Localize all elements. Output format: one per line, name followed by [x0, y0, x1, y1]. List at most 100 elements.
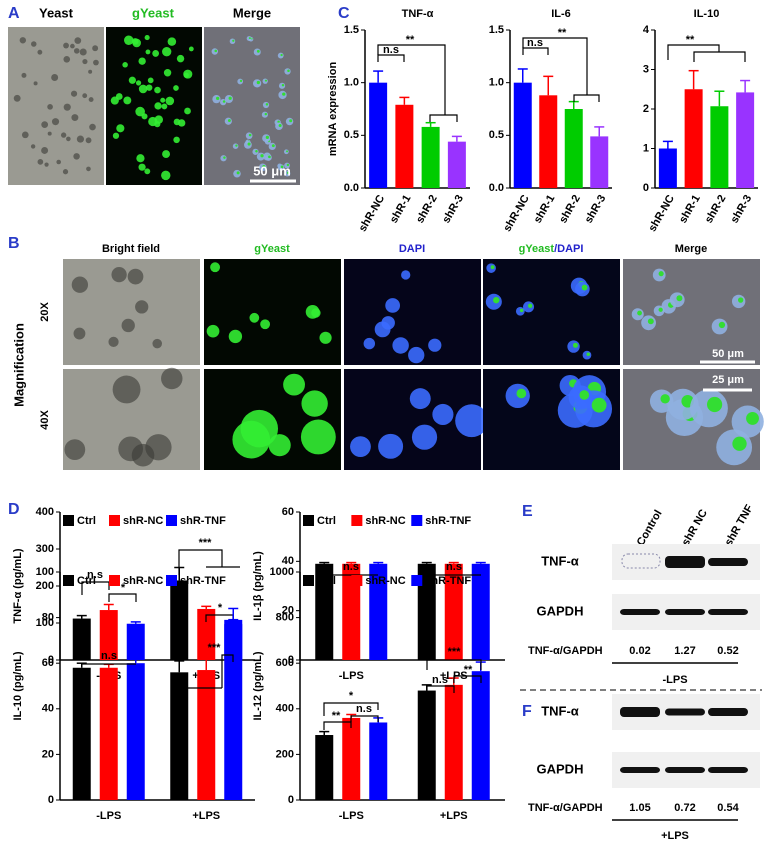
bar	[126, 663, 145, 800]
cell	[41, 121, 49, 128]
legend-swatch	[351, 575, 363, 586]
y-tick-label: 0.5	[344, 129, 359, 141]
legend-swatch	[63, 515, 74, 526]
x-tick-label: -LPS	[96, 810, 121, 822]
legend-swatch	[411, 515, 423, 526]
legend-label: shR-TNF	[180, 575, 226, 587]
bar	[315, 563, 334, 660]
cell	[82, 93, 88, 99]
cell	[141, 113, 148, 120]
cell	[287, 171, 290, 175]
x-tick-label: shR-3	[440, 193, 466, 225]
cell	[283, 373, 305, 396]
bracket	[179, 654, 234, 689]
bar	[197, 670, 216, 800]
annotation: *	[218, 602, 223, 614]
y-tick-label: 100	[36, 566, 54, 578]
bar	[369, 722, 388, 800]
bar	[471, 671, 490, 800]
cell	[579, 390, 590, 400]
legend-label: shR-TNF	[425, 515, 471, 527]
bracket	[426, 659, 482, 670]
cell	[73, 327, 86, 340]
annotation: n.s	[527, 37, 543, 49]
label: shR NC	[680, 508, 710, 548]
cell	[13, 94, 21, 102]
cell	[256, 80, 261, 85]
cell	[490, 265, 495, 270]
y-tick-label: 4	[643, 24, 650, 36]
label-part: gYeast	[519, 243, 555, 255]
cell	[206, 324, 220, 338]
cell	[123, 96, 132, 105]
label: TNF-α	[541, 703, 579, 718]
y-tick-label: 800	[276, 612, 294, 624]
band	[620, 707, 660, 717]
cell	[647, 318, 654, 325]
cell	[121, 318, 135, 333]
legend-label: Ctrl	[317, 515, 336, 527]
cell	[286, 163, 290, 167]
cell	[118, 436, 143, 462]
y-axis-label: IL-12 (pg/mL)	[252, 651, 264, 720]
column-label: Merge	[233, 5, 271, 20]
cell	[138, 163, 146, 171]
bar	[99, 667, 118, 800]
cell	[227, 119, 231, 122]
cell	[173, 85, 179, 91]
bar	[736, 92, 755, 188]
bracket	[323, 702, 379, 716]
cell	[138, 84, 148, 94]
x-tick-label: +LPS	[440, 810, 468, 822]
cell	[161, 367, 183, 390]
legend-label: Ctrl	[77, 575, 96, 587]
cell	[350, 436, 371, 457]
cell	[93, 59, 99, 66]
bar	[72, 667, 91, 800]
cell	[287, 69, 290, 73]
cell	[236, 171, 240, 175]
y-tick-label: 0	[288, 794, 294, 806]
bar	[72, 618, 91, 660]
bracket	[178, 549, 240, 575]
cell	[255, 149, 258, 153]
label: TNF-α	[541, 553, 579, 568]
y-tick-label: 300	[36, 543, 54, 555]
column-label: Bright field	[102, 243, 160, 255]
band	[708, 708, 748, 716]
cell	[289, 119, 293, 123]
cell	[658, 307, 663, 312]
y-axis-label: IL-1β (pg/mL)	[252, 551, 264, 621]
bracket	[522, 37, 600, 102]
bracket	[350, 715, 379, 722]
bar	[513, 82, 532, 188]
cell	[145, 49, 151, 55]
label: 50 μm	[253, 163, 291, 178]
annotation: **	[686, 34, 695, 46]
y-axis-label: TNF-α (pg/mL)	[12, 548, 24, 624]
cell	[319, 331, 332, 344]
cell	[160, 97, 166, 103]
y-tick-label: 60	[282, 506, 294, 518]
band	[665, 767, 705, 773]
cell	[240, 409, 279, 448]
bar	[395, 104, 414, 188]
cell	[70, 90, 78, 97]
cell	[232, 39, 235, 42]
y-tick-label: 600	[276, 657, 294, 669]
cell	[88, 69, 93, 74]
bar	[99, 610, 118, 660]
bar	[710, 106, 729, 188]
legend-swatch	[351, 515, 363, 526]
cell	[79, 48, 87, 56]
bar	[539, 95, 558, 188]
cell	[432, 403, 454, 426]
y-tick-label: 400	[276, 703, 294, 715]
cell	[222, 100, 226, 103]
cell	[138, 57, 146, 65]
annotation: *	[121, 582, 126, 594]
x-tick-label: shR-NC	[501, 193, 532, 234]
cell	[21, 72, 27, 78]
annotation: **	[406, 34, 415, 46]
cell	[363, 337, 376, 350]
